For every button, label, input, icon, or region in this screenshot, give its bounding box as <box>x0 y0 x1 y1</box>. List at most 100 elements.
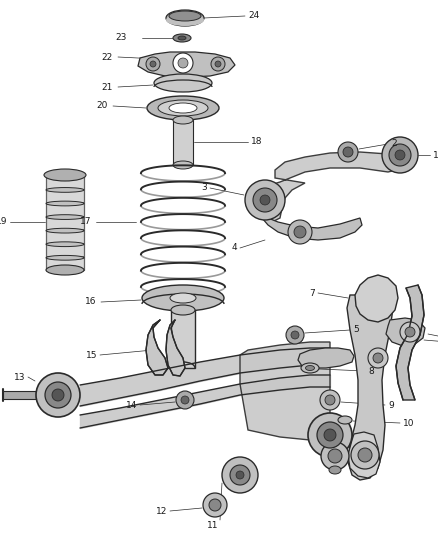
Text: 16: 16 <box>85 297 96 306</box>
Text: 15: 15 <box>85 351 97 359</box>
Text: 19: 19 <box>0 217 7 227</box>
Circle shape <box>291 331 299 339</box>
Polygon shape <box>138 52 235 77</box>
Circle shape <box>178 58 188 68</box>
Circle shape <box>325 395 335 405</box>
Ellipse shape <box>46 228 84 233</box>
Text: 20: 20 <box>97 101 108 110</box>
Ellipse shape <box>142 285 224 311</box>
Polygon shape <box>348 432 380 478</box>
Circle shape <box>317 422 343 448</box>
Circle shape <box>321 442 349 470</box>
Text: 14: 14 <box>126 400 137 409</box>
Circle shape <box>236 471 244 479</box>
Circle shape <box>222 457 258 493</box>
Text: 8: 8 <box>368 367 374 376</box>
Text: 24: 24 <box>248 12 259 20</box>
Text: 4: 4 <box>231 244 237 253</box>
Circle shape <box>343 147 353 157</box>
Circle shape <box>36 373 80 417</box>
Ellipse shape <box>46 265 84 275</box>
Text: 12: 12 <box>155 506 167 515</box>
Ellipse shape <box>173 116 193 124</box>
Text: 5: 5 <box>353 326 359 335</box>
Ellipse shape <box>169 11 201 21</box>
Circle shape <box>146 57 160 71</box>
Text: 9: 9 <box>388 400 394 409</box>
Circle shape <box>320 390 340 410</box>
Ellipse shape <box>44 169 86 181</box>
Text: 7: 7 <box>309 288 315 297</box>
Ellipse shape <box>46 188 84 192</box>
Circle shape <box>389 144 411 166</box>
Circle shape <box>308 413 352 457</box>
Text: 11: 11 <box>206 521 218 529</box>
Circle shape <box>288 220 312 244</box>
Circle shape <box>203 493 227 517</box>
Polygon shape <box>355 275 398 322</box>
Circle shape <box>260 195 270 205</box>
Circle shape <box>181 396 189 404</box>
Ellipse shape <box>158 100 208 116</box>
Polygon shape <box>347 290 393 480</box>
Ellipse shape <box>171 305 195 315</box>
Circle shape <box>368 348 388 368</box>
Circle shape <box>230 465 250 485</box>
Circle shape <box>286 326 304 344</box>
Ellipse shape <box>46 201 84 206</box>
Text: 1: 1 <box>433 150 438 159</box>
Ellipse shape <box>169 103 197 113</box>
Circle shape <box>373 353 383 363</box>
Circle shape <box>215 61 221 67</box>
Polygon shape <box>171 310 195 368</box>
Circle shape <box>405 327 415 337</box>
Circle shape <box>52 389 64 401</box>
Text: 13: 13 <box>14 373 25 382</box>
Ellipse shape <box>166 14 204 26</box>
Text: 23: 23 <box>116 34 127 43</box>
Polygon shape <box>146 320 168 375</box>
Circle shape <box>328 449 342 463</box>
Circle shape <box>338 142 358 162</box>
Text: 22: 22 <box>102 52 113 61</box>
Circle shape <box>358 448 372 462</box>
Polygon shape <box>396 285 424 400</box>
Text: 21: 21 <box>102 83 113 92</box>
Text: 2: 2 <box>391 140 397 149</box>
Circle shape <box>382 137 418 173</box>
Ellipse shape <box>46 242 84 247</box>
Ellipse shape <box>46 215 84 220</box>
Polygon shape <box>173 120 193 165</box>
Polygon shape <box>298 348 354 368</box>
Text: 18: 18 <box>251 138 262 147</box>
Ellipse shape <box>305 366 314 370</box>
Circle shape <box>150 61 156 67</box>
Polygon shape <box>386 318 425 346</box>
Circle shape <box>176 391 194 409</box>
Polygon shape <box>258 152 405 222</box>
Polygon shape <box>46 175 84 270</box>
Ellipse shape <box>338 416 352 424</box>
Ellipse shape <box>46 174 84 179</box>
Circle shape <box>395 150 405 160</box>
Circle shape <box>209 499 221 511</box>
Circle shape <box>45 382 71 408</box>
Ellipse shape <box>154 74 212 92</box>
Polygon shape <box>3 391 36 399</box>
Polygon shape <box>262 218 362 240</box>
Ellipse shape <box>173 34 191 42</box>
Ellipse shape <box>46 255 84 260</box>
Ellipse shape <box>170 293 196 303</box>
Text: 17: 17 <box>80 217 91 227</box>
Text: 10: 10 <box>403 418 414 427</box>
Polygon shape <box>166 320 185 376</box>
Circle shape <box>245 180 285 220</box>
Text: 3: 3 <box>201 183 207 192</box>
Ellipse shape <box>178 36 186 40</box>
Circle shape <box>253 188 277 212</box>
Ellipse shape <box>147 96 219 120</box>
Ellipse shape <box>329 466 341 474</box>
Circle shape <box>400 322 420 342</box>
Circle shape <box>211 57 225 71</box>
Ellipse shape <box>301 363 319 373</box>
